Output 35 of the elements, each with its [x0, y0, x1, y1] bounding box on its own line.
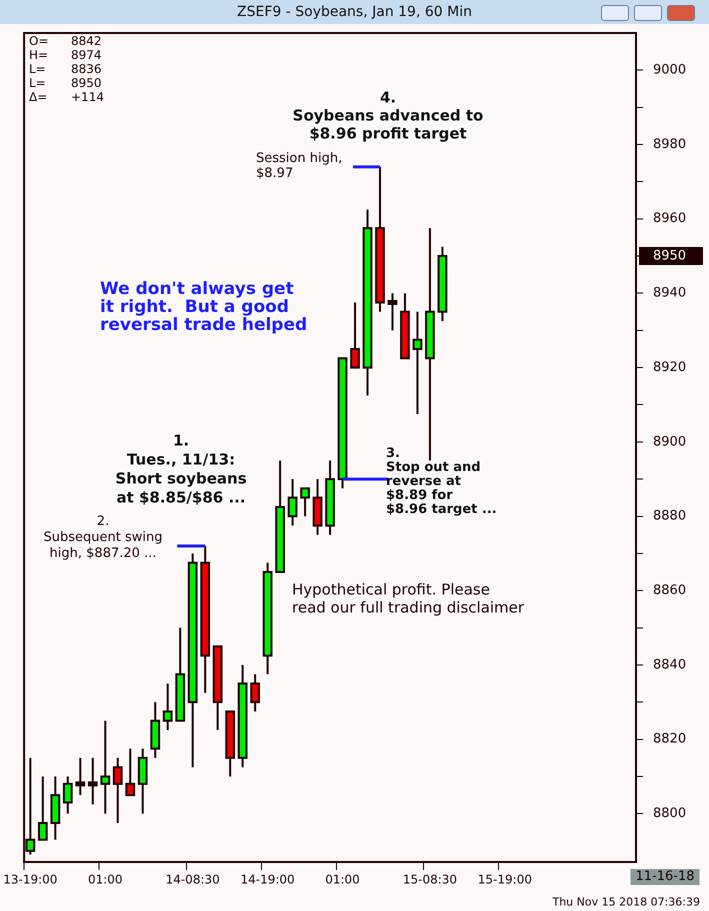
chart-title: ZSEF9 - Soybeans, Jan 19, 60 Min	[236, 4, 473, 20]
y-tick-label: 8960	[653, 211, 686, 226]
text: H= 8974	[29, 48, 102, 62]
ref-line-label: 2. Subsequent swing high, $887.20 ...	[44, 514, 162, 561]
text: 11-16-18	[635, 868, 695, 884]
annotation: 4. Soybeans advanced to $8.96 profit target	[292, 88, 484, 142]
y-tick-label: 8980	[653, 136, 686, 152]
y-tick-label: 8800	[653, 806, 686, 822]
x-tick-label: 15-19:00	[478, 872, 532, 886]
text: L=	[29, 76, 46, 90]
text: L= 8836	[29, 62, 102, 76]
x-tick-label: 14-08:30	[166, 872, 220, 886]
y-tick-label: 8940	[653, 286, 686, 301]
y-tick-label: 8920	[653, 360, 686, 375]
x-tick-label: 15-08:30	[402, 872, 458, 886]
text: O= 8842	[29, 34, 102, 48]
y-tick-label: 8880	[653, 508, 686, 524]
text: Thu Nov 15 2018 07:36:39	[551, 895, 700, 908]
annotation: 1. Tues., 11/13: Short soybeans at $8.85/$86 ...	[115, 431, 247, 506]
ref-line-label: Session high, $8.97	[256, 150, 342, 181]
text: 8950	[652, 248, 686, 264]
y-tick-label: 8820	[653, 732, 686, 747]
x-tick-label: 14-19:00	[240, 872, 295, 886]
y-tick-label: 8840	[653, 657, 686, 672]
x-tick-label: 13-19:00	[3, 872, 58, 886]
x-tick-label: 01:00	[88, 872, 123, 886]
annotation: Hypothetical profit. Please read our full trading disclaimer	[292, 580, 525, 616]
x-tick-label: 01:00	[325, 872, 360, 886]
annotation: 8950	[71, 76, 102, 90]
text: Δ= +114	[29, 90, 104, 104]
annotation: We don't always get it right. But a good reversal trade helped	[100, 278, 308, 335]
y-tick-label: 8860	[653, 583, 686, 598]
ref-line-label: 3. Stop out and reverse at $8.89 for $8.96 target ...	[386, 446, 497, 517]
y-tick-label: 8900	[653, 434, 686, 450]
y-tick-label: 9000	[653, 62, 686, 78]
